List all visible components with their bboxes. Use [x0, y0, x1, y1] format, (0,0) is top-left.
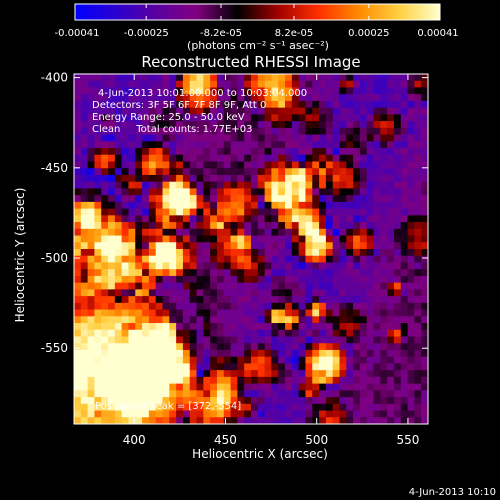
colorbar-tick-label: -0.00025	[124, 28, 169, 39]
annotation-energy-range: Energy Range: 25.0 - 50.0 keV	[92, 112, 245, 123]
y-tick-label: -550	[41, 341, 68, 355]
colorbar-tick-label: -8.2e-05	[200, 28, 242, 39]
x-axis-label: Heliocentric X (arcsec)	[192, 447, 328, 461]
x-tick-label: 500	[305, 433, 328, 447]
colorbar: -0.00041 -0.00025 -8.2e-05 8.2e-05 0.00025 0.…	[55, 3, 459, 52]
y-tick-label: -400	[41, 71, 68, 85]
x-tick-label: 400	[123, 433, 146, 447]
footer-timestamp: 4-Jun-2013 10:10	[409, 487, 496, 498]
colorbar-gradient	[74, 3, 441, 21]
annotation-time-range: 4-Jun-2013 10:01:00.000 to 10:03:04.000	[98, 88, 307, 99]
chart-title: Reconstructed RHESSI Image	[141, 53, 360, 71]
annotation-detectors: Detectors: 3F 5F 6F 7F 8F 9F, Att 0	[92, 100, 266, 111]
axis-ticks: 400 450 500 550 -400 -450 -500 -550	[41, 71, 428, 447]
colorbar-tick-label: 0.00041	[417, 28, 458, 39]
colorbar-tick-label: -0.00041	[55, 28, 100, 39]
plot-frame	[73, 73, 429, 425]
colorbar-tick-label: 0.00025	[348, 28, 389, 39]
heatmap-plot-area: 400 450 500 550 -400 -450 -500 -550	[41, 71, 429, 447]
heatmap-cells	[74, 74, 428, 424]
colorbar-tick-label: 8.2e-05	[275, 28, 313, 39]
info-annotations: 4-Jun-2013 10:01:00.000 to 10:03:04.000 …	[92, 88, 307, 135]
x-tick-label: 550	[396, 433, 419, 447]
y-tick-label: -500	[41, 251, 68, 265]
colorbar-ticks: -0.00041 -0.00025 -8.2e-05 8.2e-05 0.00025 0.…	[55, 4, 459, 39]
y-tick-label: -450	[41, 161, 68, 175]
y-axis-label: Heliocentric Y (arcsec)	[13, 188, 27, 323]
colorbar-unit-label: (photons cm⁻² s⁻¹ asec⁻²)	[187, 39, 329, 52]
x-tick-label: 450	[214, 433, 237, 447]
peak-position-label: Position of Peak = [372,-554]	[95, 401, 241, 412]
annotation-clean-counts: Clean Total counts: 1.77E+03	[92, 124, 252, 135]
